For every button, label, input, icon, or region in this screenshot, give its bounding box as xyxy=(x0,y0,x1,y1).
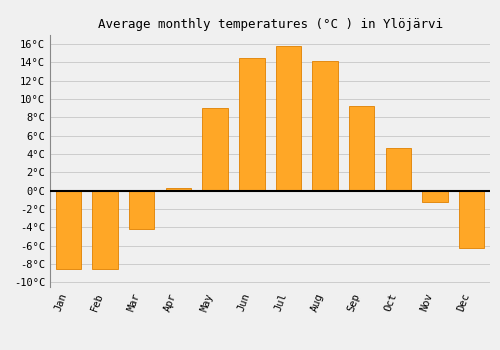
Bar xyxy=(422,191,448,202)
Bar xyxy=(459,191,484,247)
Bar xyxy=(312,61,338,191)
Bar xyxy=(56,191,81,269)
Bar xyxy=(386,148,411,191)
Title: Average monthly temperatures (°C ) in Ylöjärvi: Average monthly temperatures (°C ) in Yl… xyxy=(98,18,442,31)
Bar xyxy=(166,188,191,191)
Bar xyxy=(92,191,118,269)
Bar xyxy=(276,46,301,191)
Bar xyxy=(349,106,374,191)
Bar xyxy=(239,58,264,191)
Bar xyxy=(202,108,228,191)
Bar xyxy=(129,191,154,229)
